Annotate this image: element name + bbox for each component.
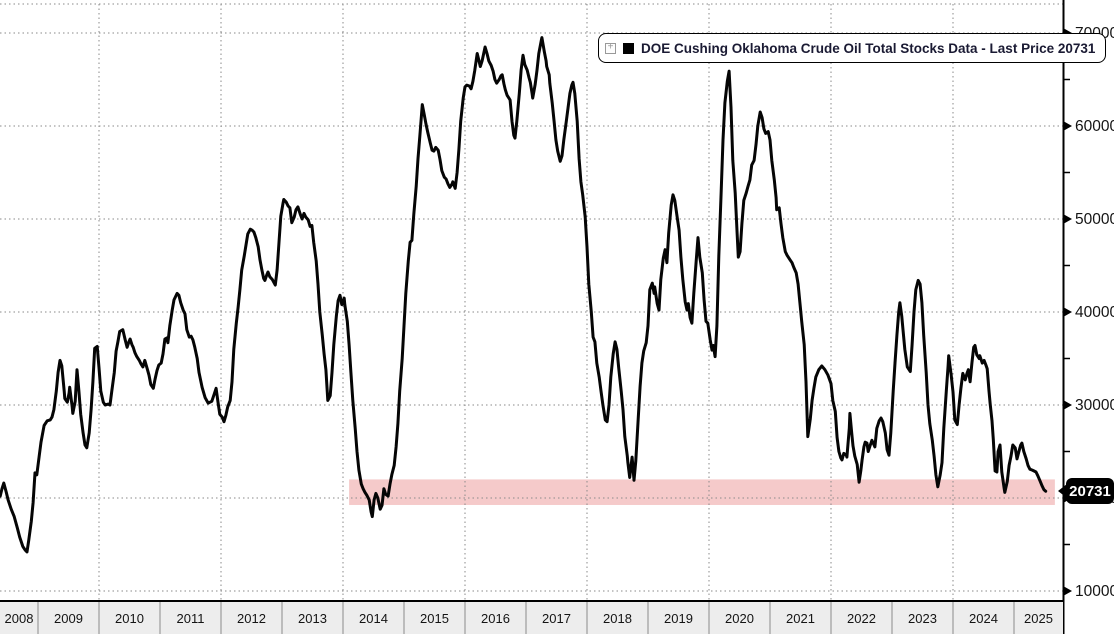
year-strip: [0, 602, 1063, 634]
x-axis-label: 2024: [969, 611, 998, 626]
legend-expand-icon[interactable]: [605, 42, 616, 54]
x-axis-label: 2017: [542, 611, 571, 626]
x-axis-label: 2008: [5, 611, 34, 626]
y-tick-arrow: [1064, 121, 1072, 131]
series-marker-icon: [623, 42, 634, 54]
x-axis-label: 2013: [298, 611, 327, 626]
x-axis-label: 2011: [177, 611, 205, 626]
x-axis-label: 2020: [725, 611, 754, 626]
y-axis-label: 30000: [1075, 397, 1114, 414]
legend[interactable]: DOE Cushing Oklahoma Crude Oil Total Sto…: [598, 33, 1107, 63]
x-axis-label: 2015: [420, 611, 449, 626]
y-tick-arrow: [1064, 307, 1072, 317]
x-axis-label: 2022: [847, 611, 876, 626]
last-price-value: 20731: [1069, 482, 1111, 500]
x-axis-label: 2012: [237, 611, 266, 626]
x-axis-label: 2025: [1024, 611, 1053, 626]
x-axis-label: 2016: [481, 611, 510, 626]
x-axis-label: 2009: [54, 611, 83, 626]
x-axis-label: 2014: [359, 611, 388, 626]
x-axis-label: 2018: [603, 611, 632, 626]
x-axis-label: 2010: [115, 611, 144, 626]
x-axis-label: 2019: [664, 611, 693, 626]
highlight-band: [349, 479, 1055, 505]
y-tick-arrow: [1064, 214, 1072, 224]
last-price-badge: 20731: [1058, 478, 1114, 505]
price-arrow-icon: [1058, 484, 1067, 499]
y-tick-arrow: [1064, 400, 1072, 410]
y-axis-label: 50000: [1075, 211, 1114, 228]
x-axis-label: 2021: [786, 611, 815, 626]
x-axis-label: 2023: [908, 611, 937, 626]
legend-label: DOE Cushing Oklahoma Crude Oil Total Sto…: [641, 40, 1096, 56]
y-axis-label: 60000: [1075, 118, 1114, 135]
y-tick-arrow: [1064, 586, 1072, 596]
y-axis-label: 40000: [1075, 304, 1114, 321]
series-line: [0, 36, 1048, 554]
y-axis-label: 10000: [1075, 583, 1114, 600]
